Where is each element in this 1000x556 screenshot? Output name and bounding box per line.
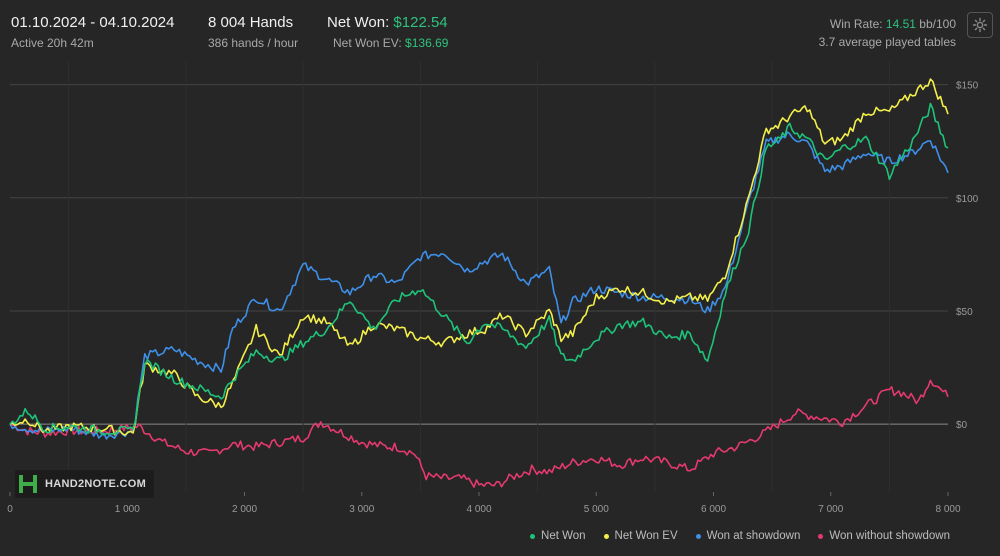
settings-button[interactable]	[967, 12, 993, 38]
win-rate-unit: bb/100	[919, 17, 956, 31]
chart-legend: Net Won Net Won EV Won at showdown Won with…	[530, 530, 950, 542]
legend-dot-icon	[695, 533, 701, 539]
legend-item-won-without-showdown[interactable]: Won without showdown	[818, 530, 950, 542]
series-line-won-without-showdown	[9, 379, 949, 488]
x-tick-label: 1 000	[115, 504, 140, 515]
x-tick-label: 7 000	[818, 504, 843, 515]
legend-label: Won without showdown	[829, 530, 950, 542]
x-tick-label: 5 000	[584, 504, 609, 515]
legend-dot-icon	[603, 533, 609, 539]
net-won: Net Won: $122.54	[327, 14, 448, 31]
y-tick-label: $150	[956, 81, 979, 92]
legend-dot-icon	[530, 533, 536, 539]
y-tick-label: $0	[956, 420, 968, 431]
y-tick-label: $50	[956, 307, 973, 318]
x-tick-label: 3 000	[349, 504, 374, 515]
net-won-ev: Net Won EV: $136.69	[333, 36, 448, 50]
legend-dot-icon	[818, 533, 824, 539]
net-won-label: Net Won:	[327, 14, 390, 31]
y-tick-label: $100	[956, 194, 979, 205]
active-time: Active 20h 42m	[11, 36, 94, 50]
legend-item-net-won-ev[interactable]: Net Won EV	[603, 530, 678, 542]
net-won-ev-value: $136.69	[405, 36, 449, 50]
date-range: 01.10.2024 - 04.10.2024	[11, 14, 175, 31]
legend-item-won-at-showdown[interactable]: Won at showdown	[695, 530, 801, 542]
x-tick-label: 8 000	[935, 504, 960, 515]
series-line-net-won	[9, 102, 949, 436]
gear-icon	[972, 17, 988, 33]
x-tick-label: 2 000	[232, 504, 257, 515]
hand2note-logo: HAND2NOTE.COM	[15, 470, 155, 498]
x-tick-label: 4 000	[466, 504, 491, 515]
logo-mark-icon	[19, 475, 37, 493]
legend-label: Won at showdown	[706, 530, 801, 542]
win-rate-label: Win Rate:	[829, 17, 883, 31]
legend-item-net-won[interactable]: Net Won	[530, 530, 586, 542]
hands-count: 8 004 Hands	[208, 14, 294, 31]
series-line-won-at-showdown	[9, 131, 949, 440]
hands-per-hour: 386 hands / hour	[208, 36, 299, 50]
series-line-net-won-ev	[9, 78, 949, 436]
average-tables: 3.7 average played tables	[818, 35, 956, 49]
x-tick-label: 0	[7, 504, 13, 515]
net-won-ev-label: Net Won EV:	[333, 36, 402, 50]
x-tick-label: 6 000	[701, 504, 726, 515]
logo-text: HAND2NOTE.COM	[45, 478, 147, 490]
legend-label: Net Won EV	[614, 530, 678, 542]
win-rate-value: 14.51	[885, 17, 916, 31]
win-rate: Win Rate: 14.51 bb/100	[830, 17, 956, 31]
legend-label: Net Won	[541, 530, 586, 542]
net-won-value: $122.54	[393, 14, 448, 31]
